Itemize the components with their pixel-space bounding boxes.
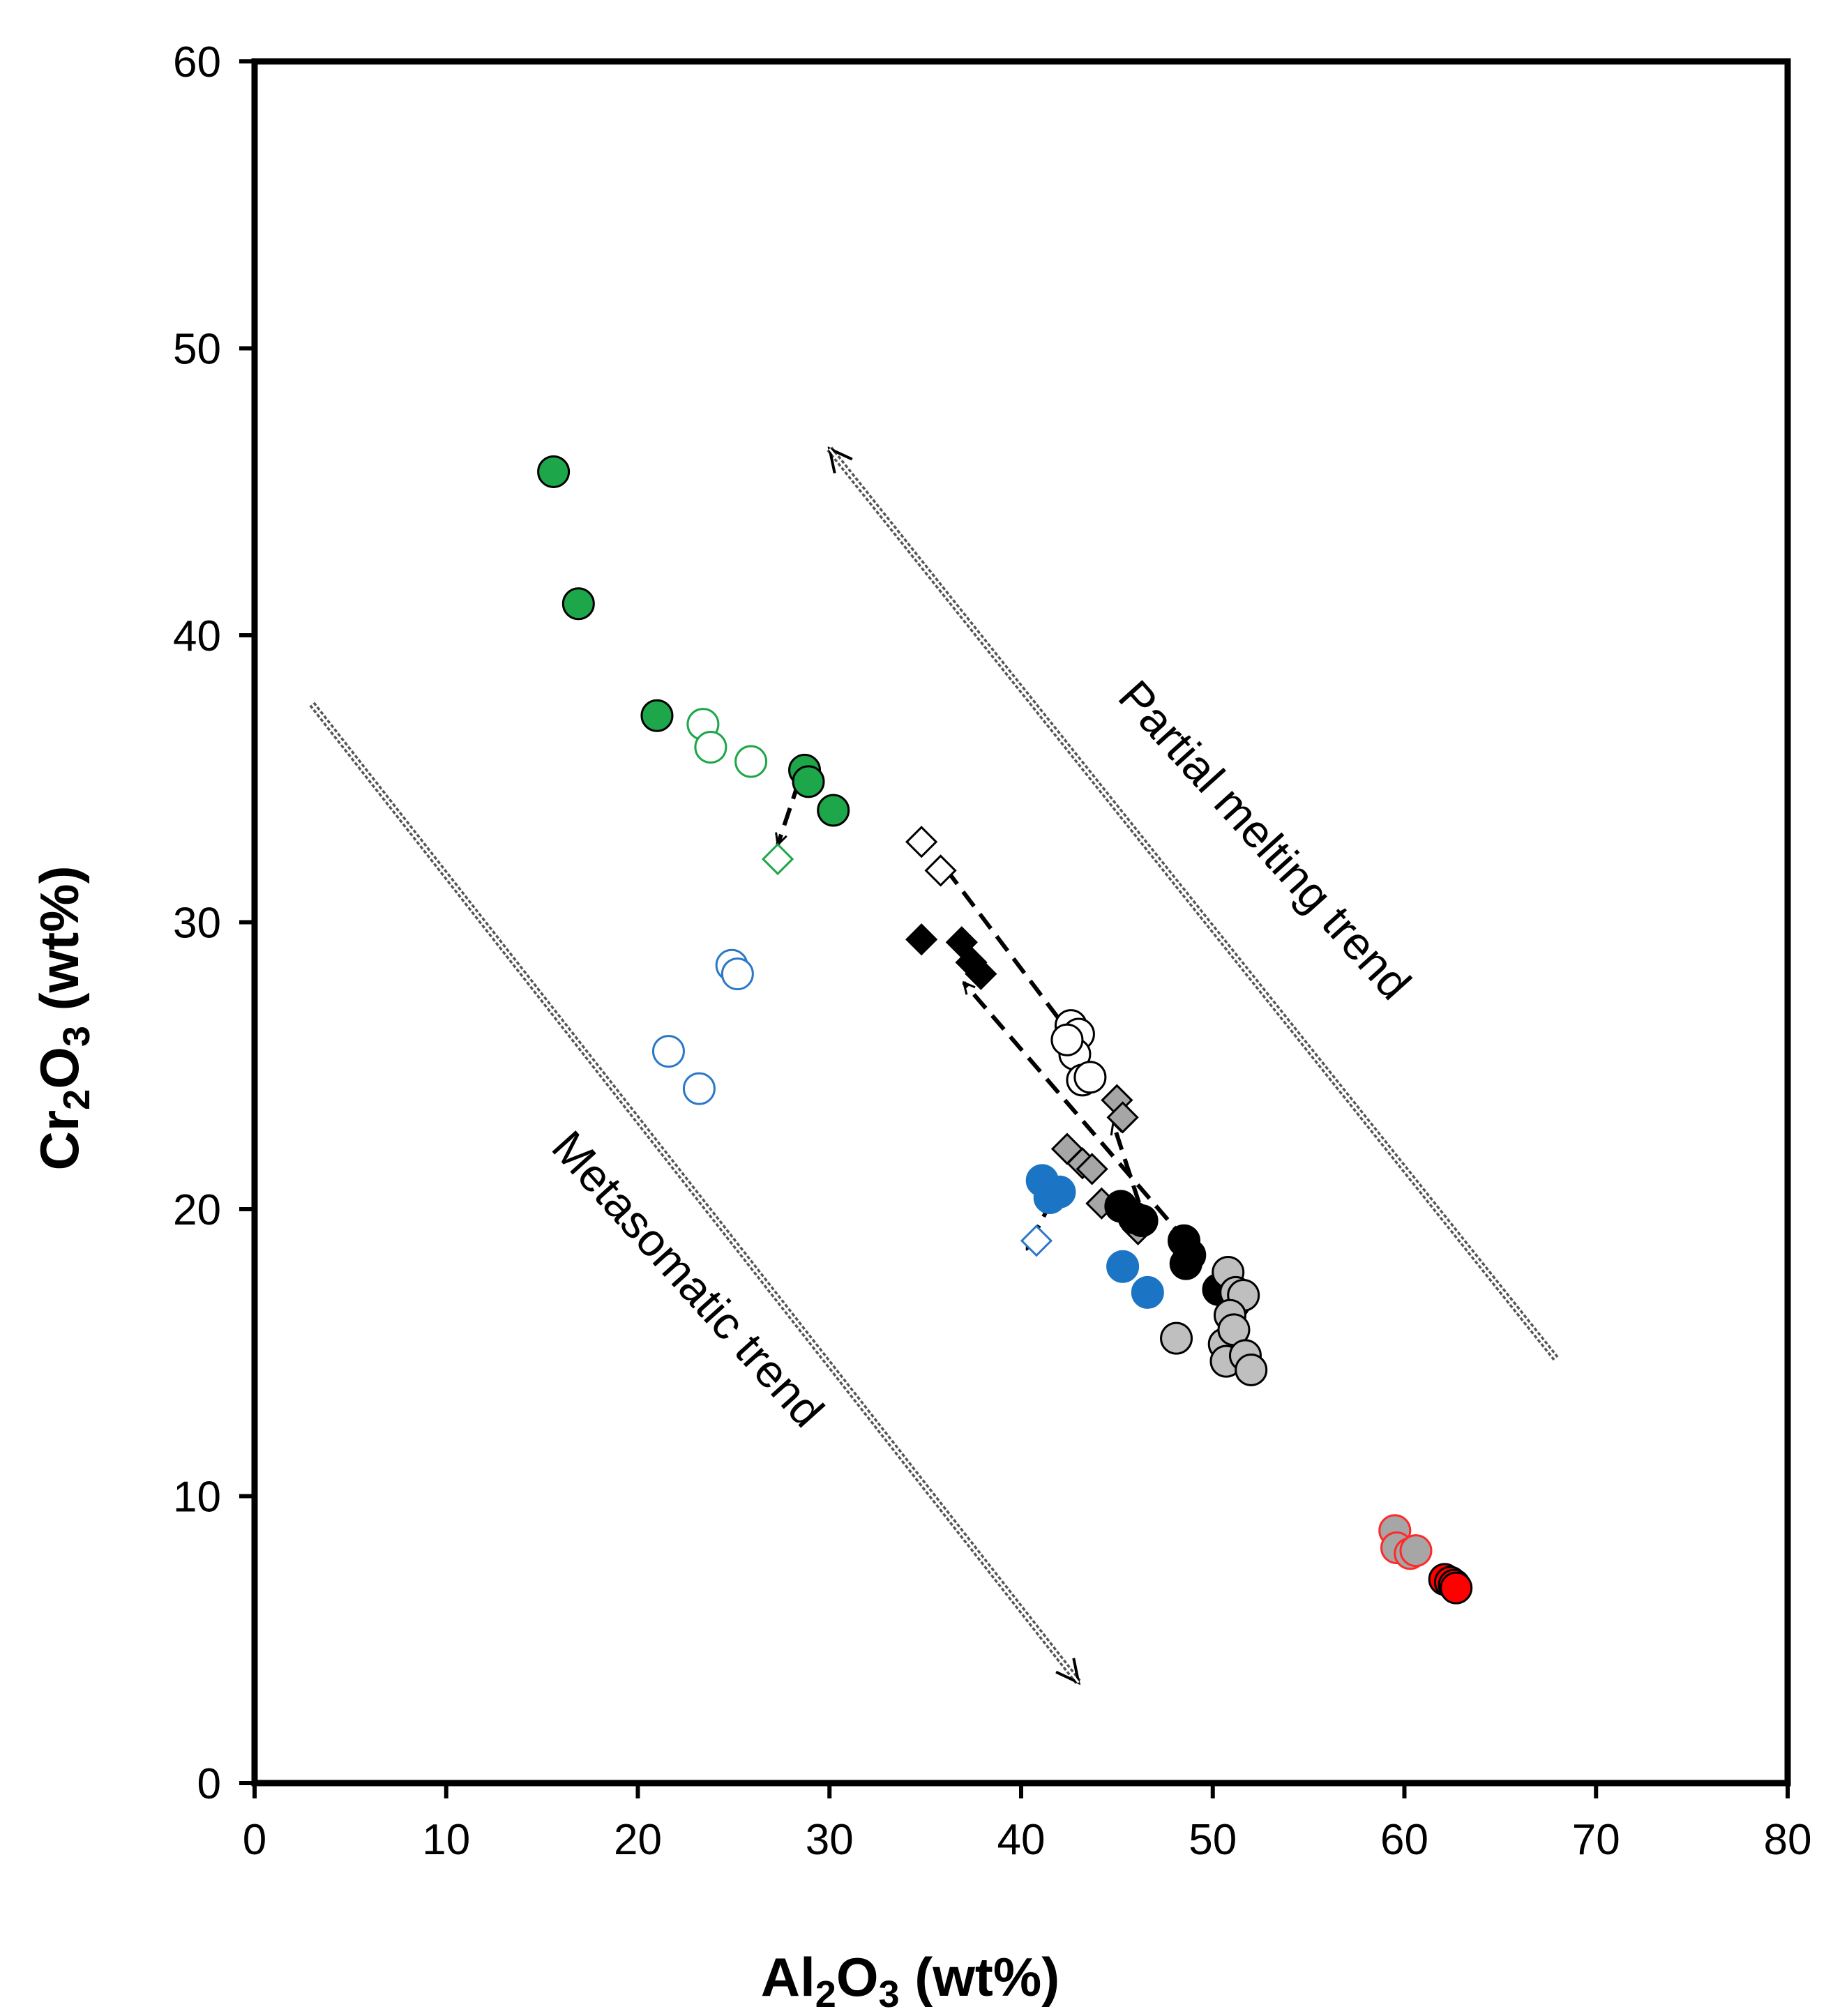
x-tick-label: 70 (1572, 1816, 1620, 1864)
point-green-filled-circles (537, 455, 571, 488)
y-tick-label: 20 (173, 1186, 221, 1234)
grey-path-arrow (1113, 1123, 1150, 1230)
black-upper-path-arrow (939, 862, 1077, 1042)
point-blue-filled-circles (1131, 1275, 1164, 1309)
point-green-open-diamond (761, 842, 794, 876)
point-black-filled-diamonds (905, 923, 938, 956)
point-green-filled-circles (561, 587, 595, 621)
point-green-open-circles (694, 730, 727, 764)
y-tick-label: 10 (173, 1473, 221, 1522)
point-grey-circles (1160, 1321, 1193, 1355)
point-black-filled-circles (1169, 1247, 1202, 1280)
point-black-open-diamonds (924, 854, 957, 887)
point-grey-diamonds (1076, 1153, 1108, 1185)
series-green-open-circles (686, 708, 768, 778)
point-blue-filled-circles (1043, 1175, 1076, 1208)
point-green-filled-circles (640, 699, 674, 732)
point-blue-open-circles (682, 1072, 716, 1105)
point-green-filled-circles (817, 794, 850, 827)
series-green-open-diamond (761, 842, 794, 876)
y-tick-label: 30 (173, 900, 221, 948)
point-blue-filled-circles (1106, 1250, 1140, 1283)
series-grey-red-circles (1378, 1514, 1433, 1570)
x-tick-label: 80 (1764, 1816, 1812, 1864)
series-blue-open-diamond (1020, 1225, 1053, 1257)
x-tick-label: 20 (614, 1816, 662, 1864)
x-tick-label: 50 (1189, 1816, 1237, 1864)
y-tick-label: 0 (197, 1760, 221, 1808)
y-tick-label: 60 (173, 38, 221, 86)
series-green-filled-circles (537, 455, 850, 827)
green-path-arrow (778, 780, 801, 845)
x-tick-label: 10 (422, 1816, 470, 1864)
series-black-filled-diamonds (905, 923, 997, 990)
point-blue-open-diamond (1020, 1225, 1053, 1257)
metasomatic-label: Metasomatic trend (542, 1121, 833, 1437)
x-axis-title: Al2O3 (wt%) (761, 1946, 1059, 2015)
series-red-circles (1428, 1563, 1473, 1605)
point-grey-red-circles (1399, 1534, 1433, 1568)
metasomatic-trend-arrow (309, 702, 1082, 1683)
point-red-circles (1440, 1571, 1473, 1605)
series-black-open-diamonds (905, 826, 957, 887)
series-blue-open-circles (651, 948, 754, 1105)
x-tick-label: 0 (243, 1816, 266, 1864)
black-lower-path-arrow (962, 983, 1188, 1243)
point-green-filled-circles (792, 765, 825, 798)
x-tick-label: 60 (1380, 1816, 1428, 1864)
y-axis-title: Cr2O3 (wt%) (29, 865, 98, 1170)
partial-melting-label: Partial melting trend (1109, 670, 1421, 1009)
trend-lines (309, 449, 1559, 1683)
point-black-filled-diamonds (965, 957, 997, 990)
path-arrows (778, 780, 1188, 1250)
series-blue-filled-circles (1025, 1164, 1164, 1309)
point-black-filled-circles (1125, 1204, 1159, 1237)
x-tick-label: 40 (997, 1816, 1046, 1864)
point-green-open-circles (734, 745, 768, 778)
data-points (537, 455, 1473, 1605)
y-tick-label: 50 (173, 326, 221, 374)
axis-ticks: 0 10 20 30 40 50 60 70 80 0 10 20 30 40 50 60 (173, 38, 1811, 1864)
point-open-circles (1073, 1061, 1107, 1094)
point-blue-open-circles (651, 1035, 685, 1068)
x-tick-label: 30 (806, 1816, 854, 1864)
series-grey-circles (1160, 1256, 1268, 1386)
point-black-open-diamonds (905, 826, 938, 858)
y-tick-label: 40 (173, 612, 221, 660)
plot-border (251, 58, 1791, 1787)
series-open-circles (1050, 1009, 1107, 1097)
partial-melting-trend-arrow (827, 449, 1559, 1361)
plot-frame (251, 58, 1791, 1787)
point-grey-circles (1235, 1353, 1268, 1386)
point-grey-diamonds (1106, 1101, 1139, 1134)
point-blue-open-circles (721, 957, 754, 991)
point-open-circles (1050, 1023, 1084, 1056)
